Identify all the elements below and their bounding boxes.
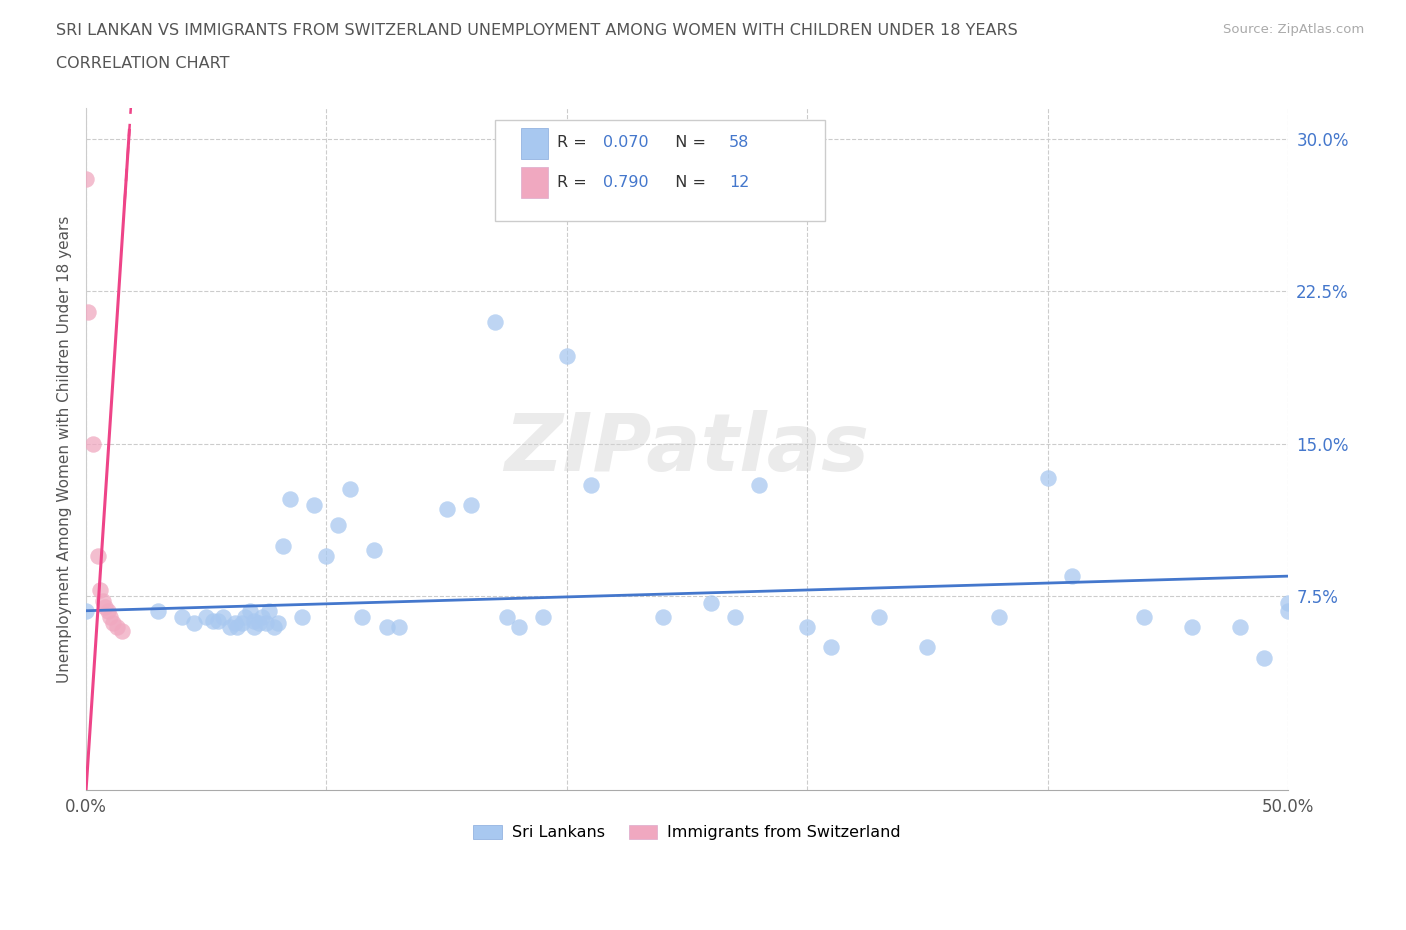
Point: [77, 304, 100, 319]
Point: [1229, 619, 1251, 634]
Point: [82, 436, 104, 451]
Point: [101, 616, 124, 631]
Point: [363, 542, 385, 557]
Point: [1132, 609, 1154, 624]
Text: 0.070: 0.070: [603, 136, 648, 151]
Point: [484, 314, 506, 329]
Point: [652, 609, 675, 624]
Point: [1277, 595, 1299, 610]
Point: [267, 616, 290, 631]
Text: N =: N =: [665, 136, 711, 151]
Point: [748, 477, 770, 492]
Point: [224, 616, 246, 631]
Point: [219, 619, 242, 634]
Point: [75, 172, 97, 187]
Point: [105, 619, 128, 634]
Point: [148, 604, 170, 618]
Point: [700, 595, 723, 610]
Text: CORRELATION CHART: CORRELATION CHART: [56, 56, 229, 71]
Point: [304, 498, 326, 512]
Point: [917, 640, 939, 655]
FancyBboxPatch shape: [495, 120, 825, 220]
Point: [89, 583, 111, 598]
Point: [495, 609, 517, 624]
Point: [231, 616, 253, 631]
Text: ZIPatlas: ZIPatlas: [505, 410, 869, 488]
Point: [233, 609, 256, 624]
Point: [243, 614, 266, 629]
Point: [280, 491, 302, 506]
Point: [1277, 604, 1299, 618]
Y-axis label: Unemployment Among Women with Children Under 18 years: Unemployment Among Women with Children U…: [58, 215, 72, 683]
Point: [207, 614, 229, 629]
Point: [263, 619, 285, 634]
Point: [91, 593, 114, 608]
Point: [352, 609, 374, 624]
Text: R =: R =: [557, 136, 592, 151]
Text: 58: 58: [730, 136, 749, 151]
Point: [172, 609, 194, 624]
Point: [796, 619, 818, 634]
Point: [436, 501, 458, 516]
Point: [387, 619, 409, 634]
Point: [1036, 471, 1059, 485]
Point: [243, 619, 266, 634]
Point: [195, 609, 218, 624]
Point: [183, 616, 205, 631]
Text: 0.790: 0.790: [603, 175, 648, 190]
Point: [724, 609, 747, 624]
Point: [87, 549, 110, 564]
Point: [202, 614, 225, 629]
Point: [238, 604, 260, 618]
Point: [820, 640, 842, 655]
Point: [94, 599, 117, 614]
Point: [257, 604, 280, 618]
Point: [291, 609, 314, 624]
Point: [212, 609, 235, 624]
Point: [555, 349, 578, 364]
Point: [1181, 619, 1204, 634]
Point: [250, 609, 273, 624]
Point: [98, 609, 121, 624]
Point: [868, 609, 890, 624]
Point: [531, 609, 554, 624]
Point: [375, 619, 398, 634]
Point: [988, 609, 1011, 624]
Point: [226, 619, 249, 634]
Point: [1060, 569, 1083, 584]
Point: [339, 481, 361, 496]
Point: [508, 619, 530, 634]
Point: [328, 518, 350, 533]
Text: 12: 12: [730, 175, 749, 190]
Text: N =: N =: [665, 175, 711, 190]
Point: [111, 624, 134, 639]
Point: [579, 477, 602, 492]
FancyBboxPatch shape: [522, 128, 547, 159]
Point: [247, 616, 270, 631]
Point: [460, 498, 482, 512]
Point: [315, 549, 337, 564]
Text: R =: R =: [557, 175, 592, 190]
Point: [254, 616, 277, 631]
Point: [271, 538, 294, 553]
Point: [1253, 650, 1275, 665]
Text: SRI LANKAN VS IMMIGRANTS FROM SWITZERLAND UNEMPLOYMENT AMONG WOMEN WITH CHILDREN: SRI LANKAN VS IMMIGRANTS FROM SWITZERLAN…: [56, 23, 1018, 38]
Text: Source: ZipAtlas.com: Source: ZipAtlas.com: [1223, 23, 1364, 36]
Point: [97, 604, 120, 618]
Legend: Sri Lankans, Immigrants from Switzerland: Sri Lankans, Immigrants from Switzerland: [467, 818, 907, 846]
Point: [75, 604, 97, 618]
FancyBboxPatch shape: [522, 167, 547, 198]
